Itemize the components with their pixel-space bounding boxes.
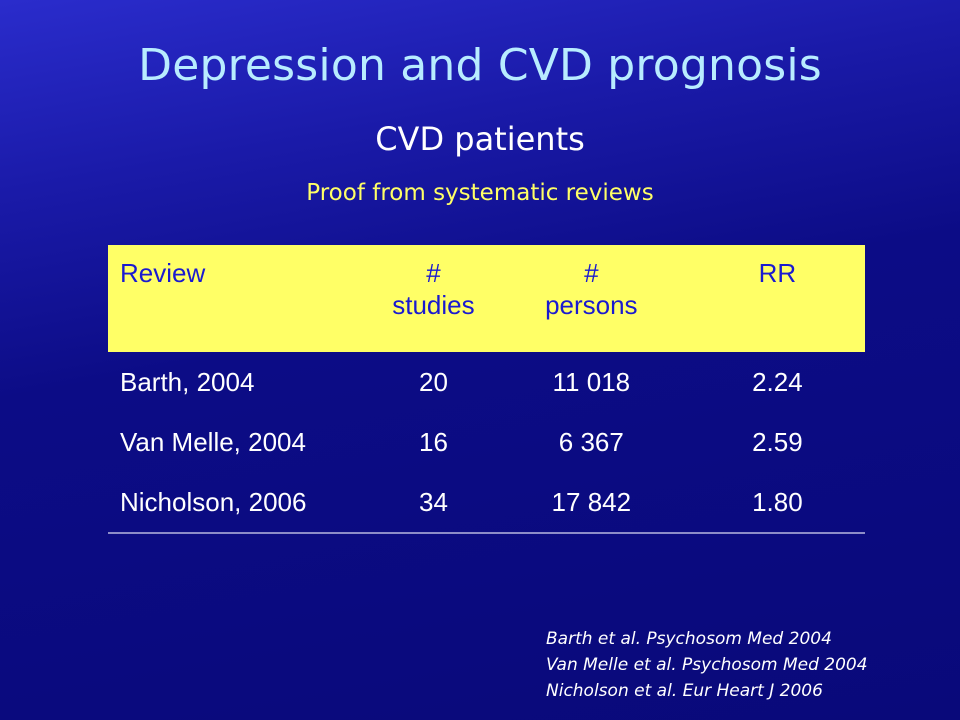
header-studies-symbol: # [426,258,441,288]
cell-rr: 1.80 [689,472,865,534]
cell-studies: 16 [418,426,448,457]
cell-rr: 2.24 [752,366,803,397]
header-review-label: Review [120,258,206,288]
table-header-row: Review # studies # persons RR [108,245,865,352]
cell-review: Barth, 2004 [120,366,255,397]
reviews-table: Review # studies # persons RR Barth, 200… [108,245,865,534]
header-rr-label: RR [758,258,797,288]
table-body: Barth, 2004 20 11 018 2.24 Van Melle, 20… [108,352,865,534]
reference-item: Barth et al. Psychosom Med 2004 [546,629,832,649]
header-rr: RR [690,245,865,352]
header-persons-label: persons [545,290,638,320]
cell-rr: 2.59 [752,426,803,457]
cell-review: Nicholson, 2006 [108,472,374,534]
header-persons-symbol: # [584,258,599,288]
table-header: Review # studies # persons RR [108,245,865,352]
slide-subtitle: CVD patients [375,120,585,158]
reference-item: Van Melle et al. Psychosom Med 2004 [546,655,868,675]
cell-studies: 20 [418,366,448,397]
cell-persons: 6 367 [558,426,624,457]
cell-studies: 34 [374,472,493,534]
cell-persons: 17 842 [492,472,690,534]
proof-line: Proof from systematic reviews [306,180,654,206]
header-persons: # persons [493,245,690,352]
reference-item: Nicholson et al. Eur Heart J 2006 [546,681,823,701]
references: Barth et al. Psychosom Med 2004 Van Mell… [546,626,868,704]
table-row: Barth, 2004 20 11 018 2.24 [108,352,865,412]
table-row: Nicholson, 2006 34 17 842 1.80 [108,472,865,534]
cell-persons: 11 018 [552,366,631,397]
header-studies-label: studies [392,290,475,320]
header-review: Review [108,245,374,352]
table-row: Van Melle, 2004 16 6 367 2.59 [108,412,865,472]
slide-title: Depression and CVD prognosis [138,40,822,91]
cell-review: Van Melle, 2004 [120,426,306,457]
header-studies: # studies [374,245,493,352]
